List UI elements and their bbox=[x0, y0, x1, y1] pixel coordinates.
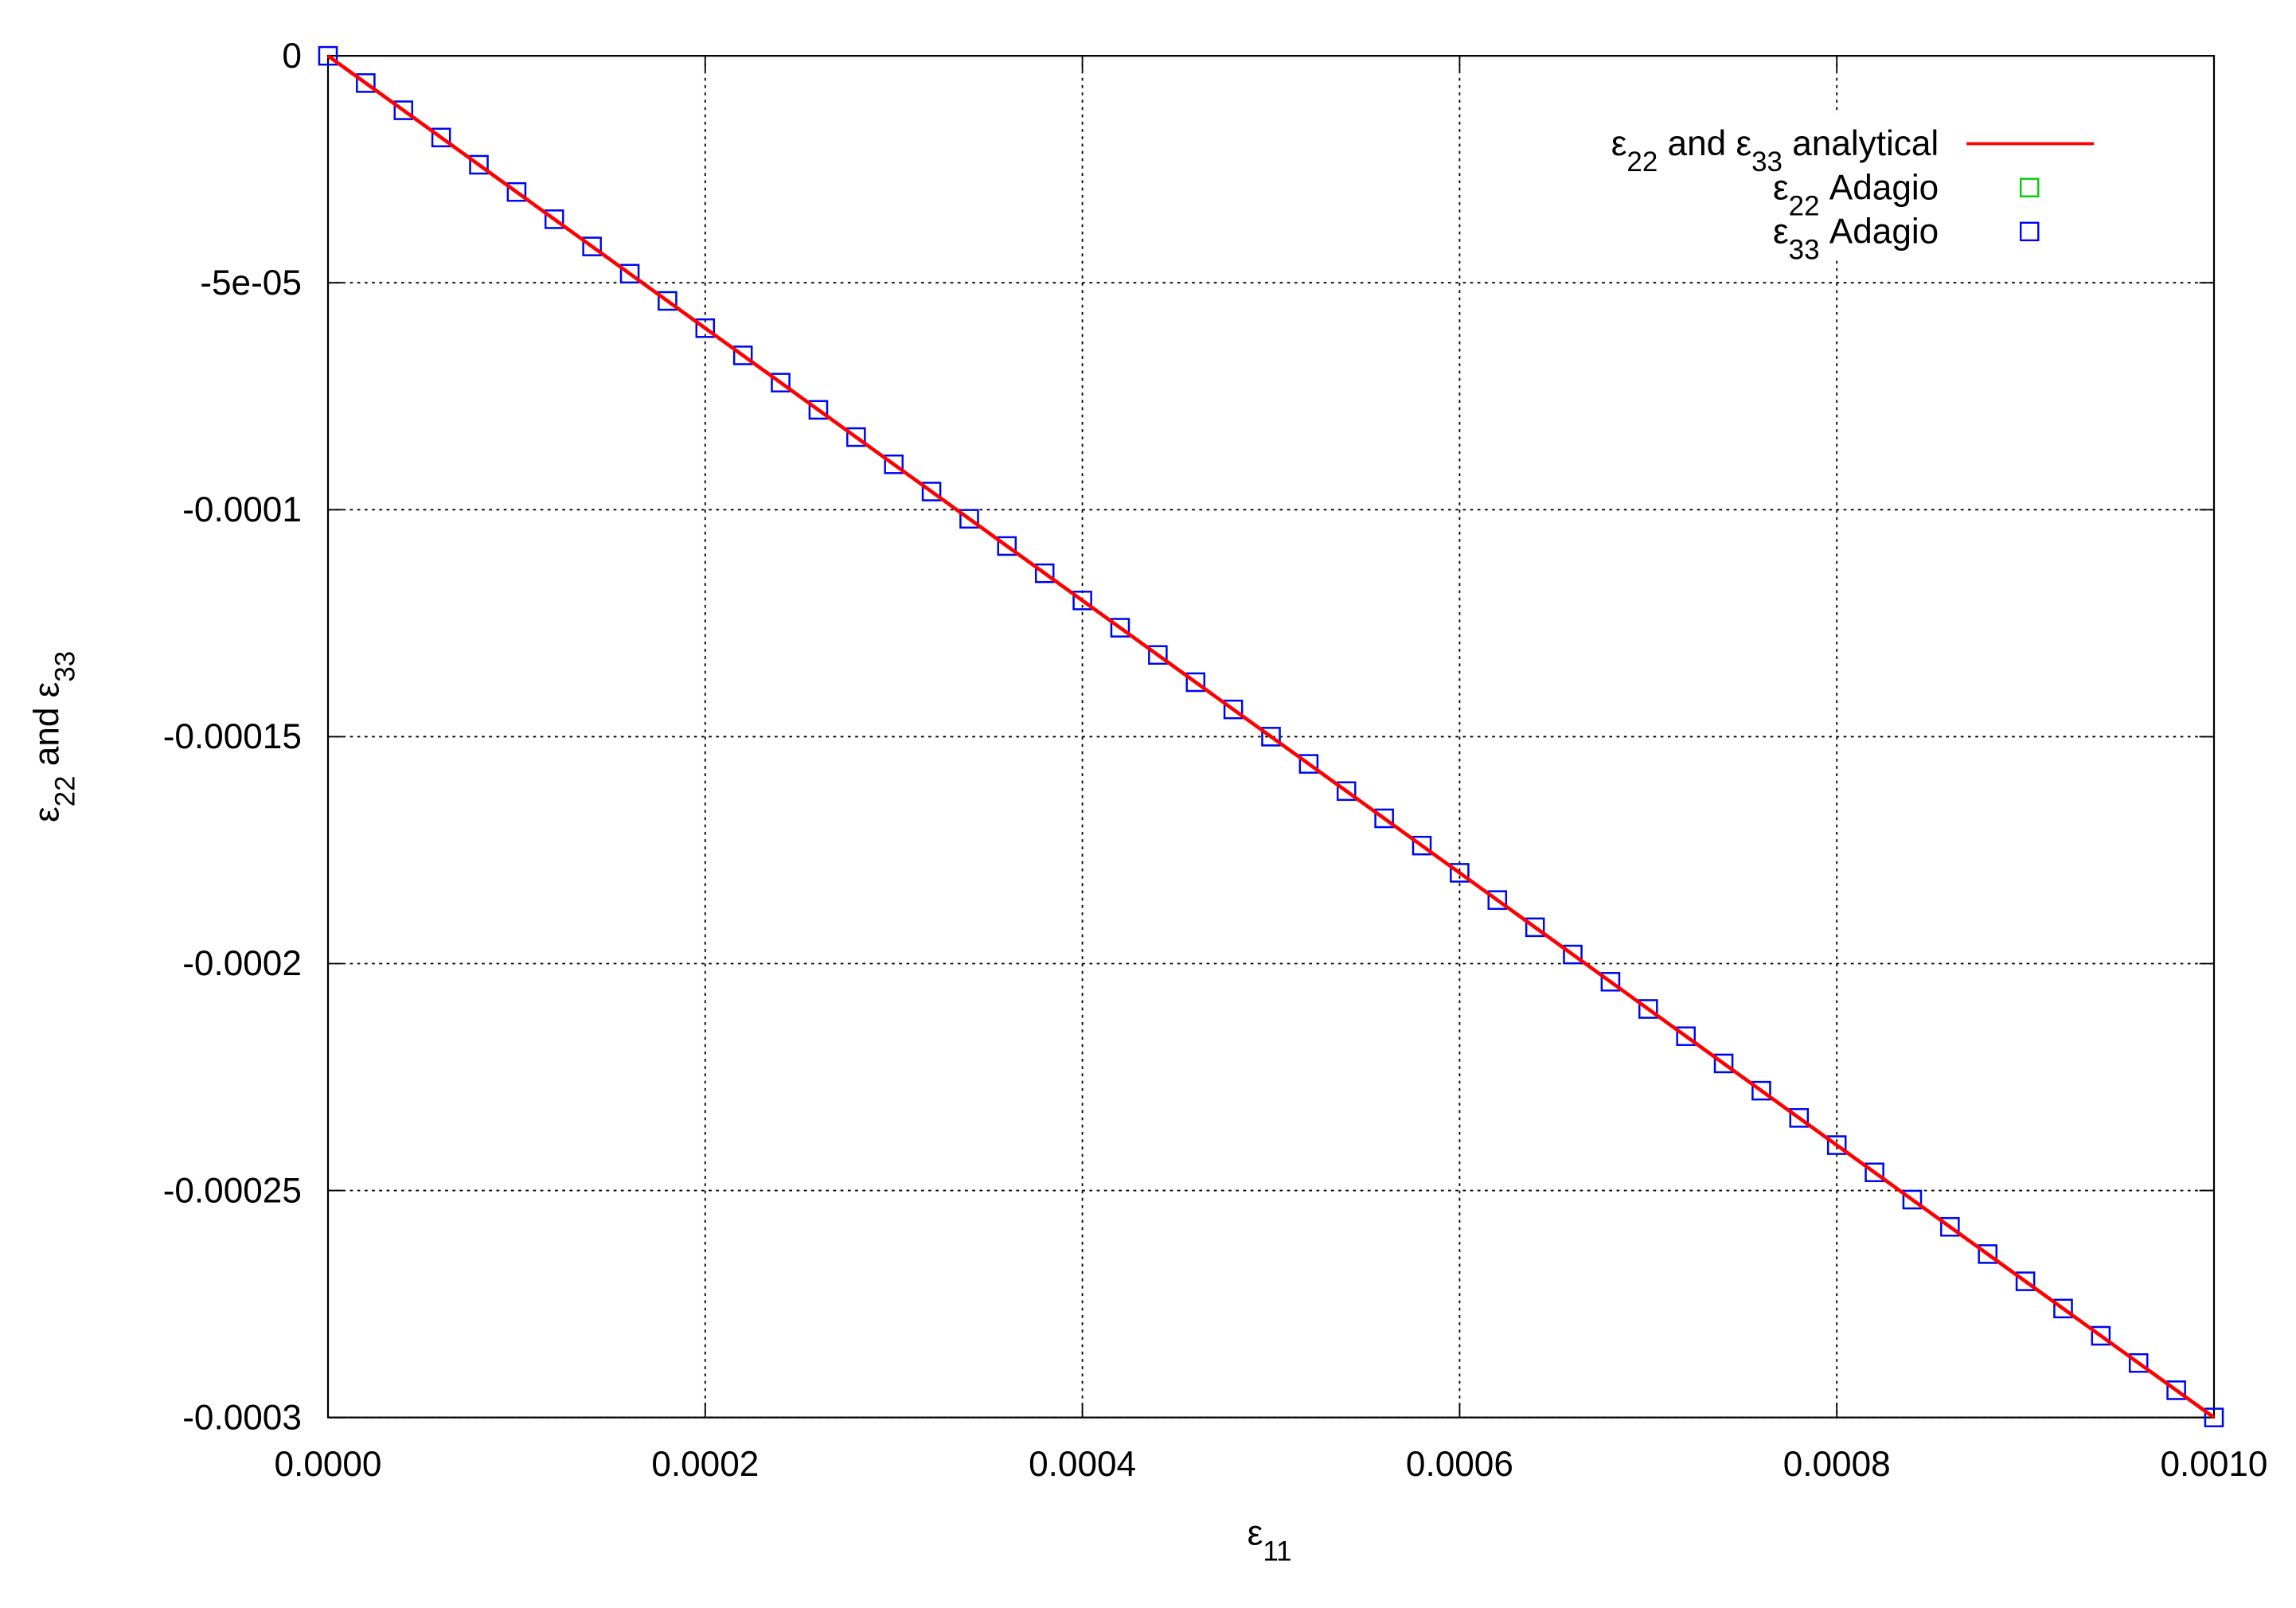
data-point bbox=[356, 73, 376, 93]
x-axis-label: ε11 bbox=[1248, 1514, 1292, 1567]
legend-background bbox=[1508, 114, 2109, 258]
data-point bbox=[1261, 727, 1281, 747]
data-point bbox=[1789, 1108, 1810, 1128]
data-point bbox=[997, 536, 1017, 556]
data-point bbox=[921, 482, 942, 502]
data-point bbox=[1713, 1053, 1734, 1074]
plot-frame bbox=[326, 55, 2216, 1419]
y-tick-label: -0.0002 bbox=[182, 944, 302, 983]
data-point bbox=[1600, 972, 1621, 992]
data-point bbox=[1525, 917, 1545, 938]
data-point bbox=[1185, 672, 1205, 693]
y-tick-label: -0.00025 bbox=[163, 1171, 302, 1210]
data-point bbox=[1563, 944, 1583, 965]
x-tick-label: 0.0006 bbox=[1406, 1445, 1513, 1484]
data-point bbox=[2053, 1298, 2073, 1319]
data-point bbox=[1751, 1080, 1771, 1101]
data-point bbox=[1902, 1189, 1923, 1210]
data-point bbox=[1865, 1162, 1884, 1182]
legend-swatch bbox=[2020, 221, 2040, 242]
y-tick-label: -5e-05 bbox=[200, 263, 302, 302]
data-point bbox=[582, 236, 602, 256]
data-point bbox=[1223, 699, 1244, 720]
data-point bbox=[1148, 645, 1168, 665]
data-point bbox=[1034, 563, 1055, 583]
x-tick-label: 0.0000 bbox=[275, 1445, 382, 1484]
data-point bbox=[1487, 890, 1508, 910]
data-point bbox=[959, 509, 979, 529]
y-tick-label: -0.0003 bbox=[182, 1398, 302, 1437]
data-line bbox=[326, 54, 2216, 1419]
data-point bbox=[695, 318, 716, 338]
data-point bbox=[619, 263, 640, 284]
x-tick-label: 0.0004 bbox=[1029, 1445, 1136, 1484]
data-point bbox=[469, 154, 489, 175]
data-point bbox=[846, 427, 866, 447]
data-point bbox=[732, 345, 753, 365]
x-tick-label: 0.0010 bbox=[2161, 1445, 2268, 1484]
data-point bbox=[1374, 808, 1394, 829]
data-point bbox=[884, 455, 904, 474]
data-point bbox=[771, 373, 791, 392]
data-point bbox=[1337, 781, 1357, 802]
data-point bbox=[1826, 1135, 1847, 1155]
data-point bbox=[393, 100, 413, 120]
data-point bbox=[2166, 1380, 2186, 1400]
data-point bbox=[658, 291, 677, 311]
data-point bbox=[808, 400, 829, 420]
data-point bbox=[2015, 1271, 2036, 1291]
data-point bbox=[318, 45, 338, 66]
data-point bbox=[1940, 1216, 1960, 1237]
data-point bbox=[1298, 754, 1319, 774]
data-point bbox=[1110, 618, 1130, 638]
data-point bbox=[1450, 863, 1470, 883]
x-tick-label: 0.0008 bbox=[1783, 1445, 1891, 1484]
data-point bbox=[1638, 999, 1658, 1019]
data-point bbox=[2129, 1353, 2149, 1373]
data-point bbox=[2204, 1407, 2224, 1427]
data-point bbox=[1412, 836, 1432, 856]
legend-swatch bbox=[2020, 178, 2040, 197]
data-point bbox=[431, 127, 451, 147]
data-point bbox=[1978, 1244, 1997, 1264]
y-tick-label: -0.00015 bbox=[163, 717, 302, 756]
data-point bbox=[1072, 591, 1092, 611]
y-tick-label: -0.0001 bbox=[182, 490, 302, 529]
data-point bbox=[545, 209, 564, 229]
x-tick-label: 0.0002 bbox=[651, 1445, 759, 1484]
data-point bbox=[506, 181, 527, 202]
data-point bbox=[2091, 1325, 2111, 1346]
y-tick-label: 0 bbox=[282, 37, 302, 76]
data-point bbox=[1676, 1026, 1696, 1046]
